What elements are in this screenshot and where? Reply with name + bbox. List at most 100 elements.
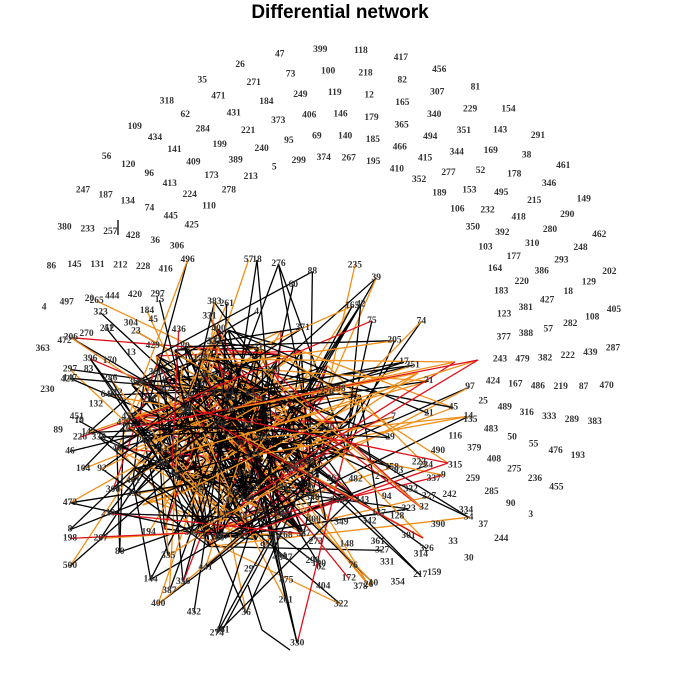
cluster-node-label: 330: [320, 423, 335, 433]
cluster-node-label: 204: [182, 404, 197, 414]
isolated-node-label: 193: [571, 451, 586, 461]
isolated-node-label: 18: [563, 287, 573, 297]
isolated-node-label: 247: [76, 186, 91, 196]
isolated-node-label: 213: [244, 172, 259, 182]
isolated-node-label: 229: [463, 105, 478, 115]
isolated-node-label: 313: [305, 471, 320, 481]
isolated-node-label: 461: [556, 161, 571, 171]
isolated-node-label: 243: [493, 355, 508, 365]
cluster-node-label: 322: [168, 449, 183, 459]
isolated-node-label: 412: [108, 388, 123, 398]
connected-node-label: 104: [76, 464, 91, 474]
network-edge: [217, 328, 298, 644]
chart-title: Differential network: [251, 2, 429, 23]
network-edge: [157, 425, 219, 605]
network-edge: [221, 415, 469, 538]
network-edge: [311, 372, 419, 444]
isolated-node-label: 262: [285, 465, 300, 475]
isolated-node-label: 50: [507, 432, 517, 442]
cluster-node-label: 4: [202, 370, 207, 380]
connected-node-label: 326: [420, 544, 435, 554]
connected-node-label: 473: [63, 498, 78, 508]
isolated-node-label: 221: [241, 126, 256, 136]
isolated-node-label: 82: [397, 76, 407, 86]
cluster-node-label: 261: [137, 378, 152, 388]
network-edge: [189, 408, 449, 464]
isolated-node-label: 364: [128, 377, 143, 387]
isolated-node-label: 417: [394, 53, 409, 63]
isolated-node-label: 416: [158, 265, 173, 275]
cluster-node-label: 64: [245, 389, 255, 399]
cluster-node-label: 142: [223, 394, 238, 404]
connected-node-label: 46: [65, 446, 75, 456]
isolated-node-label: 285: [484, 487, 499, 497]
isolated-node-label: 420: [128, 290, 143, 300]
cluster-node-label: 326: [251, 394, 266, 404]
isolated-node-label: 16: [284, 486, 294, 496]
network-edge: [89, 358, 201, 523]
connected-node-label: 39: [372, 273, 382, 283]
isolated-node-label: 242: [442, 490, 457, 500]
network-edge: [82, 399, 151, 470]
connected-node-label: 383: [207, 297, 222, 307]
network-edge: [261, 629, 291, 651]
cluster-node-label: 201: [274, 483, 289, 493]
network-edge: [146, 310, 244, 518]
isolated-node-label: 89: [53, 426, 63, 436]
network-edge: [214, 327, 303, 343]
isolated-node-label: 13: [126, 348, 136, 358]
isolated-node-label: 26: [235, 60, 245, 70]
connected-node-label: 226: [73, 432, 88, 442]
network-edge: [208, 316, 259, 400]
isolated-node-label: 495: [494, 188, 509, 198]
network-edge: [336, 449, 424, 539]
isolated-node-label: 118: [354, 46, 368, 56]
isolated-node-label: 290: [560, 210, 575, 220]
isolated-node-label: 74: [145, 204, 155, 214]
cluster-node-label: 207: [157, 385, 172, 395]
isolated-node-label: 383: [588, 417, 603, 427]
connected-node-label: 234: [419, 461, 434, 471]
isolated-node-label: 153: [462, 186, 477, 196]
network-edge: [216, 495, 355, 634]
connected-node-label: 201: [279, 596, 294, 606]
isolated-node-label: 94: [382, 492, 392, 502]
cluster-node-label: 217: [267, 531, 282, 541]
isolated-node-label: 83: [84, 365, 94, 375]
network-edge: [157, 493, 305, 605]
cluster-node-label: 356: [211, 421, 226, 431]
cluster-node-label: 265: [137, 436, 152, 446]
network-edge: [175, 416, 394, 474]
isolated-node-label: 382: [538, 353, 553, 363]
network-edge: [199, 328, 220, 388]
isolated-node-label: 284: [196, 125, 211, 135]
isolated-node-label: 129: [582, 278, 597, 288]
connected-node-label: 400: [151, 599, 166, 609]
network-edge: [157, 533, 244, 605]
isolated-node-label: 392: [495, 228, 510, 238]
cluster-node-label: 23: [196, 532, 206, 542]
connected-node-label: 323: [401, 504, 416, 514]
isolated-node-label: 30: [464, 553, 474, 563]
network-edge: [186, 303, 228, 400]
isolated-node-label: 132: [89, 399, 104, 409]
connected-node-label: 15: [155, 295, 165, 305]
isolated-node-label: 427: [540, 295, 555, 305]
connected-node-label: 97: [465, 382, 475, 392]
connected-node-label: 74: [417, 316, 427, 326]
cluster-node-label: 39: [195, 485, 205, 495]
network-edge: [88, 382, 145, 433]
cluster-node-label: 21: [254, 343, 264, 353]
network-edge: [69, 354, 210, 567]
isolated-node-label: 334: [459, 505, 474, 515]
isolated-node-label: 145: [67, 260, 82, 270]
network-edge: [158, 449, 342, 606]
network-edge: [345, 499, 421, 576]
isolated-node-label: 306: [170, 242, 185, 252]
isolated-node-label: 333: [542, 412, 557, 422]
connected-node-label: 92: [97, 464, 107, 474]
cluster-node-label: 252: [286, 461, 301, 471]
cluster-node-label: 396: [272, 511, 287, 521]
network-edge: [156, 271, 313, 357]
